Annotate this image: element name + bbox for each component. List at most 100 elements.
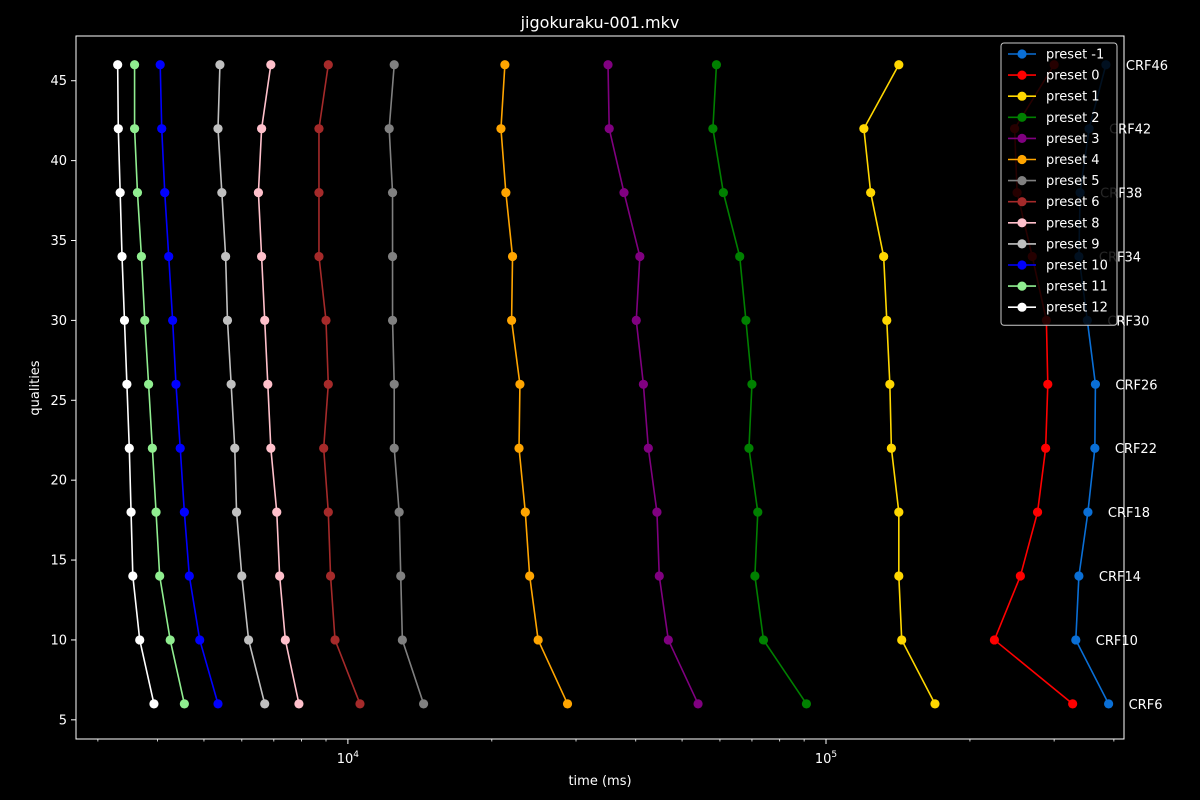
y-tick-label: 45	[50, 74, 67, 89]
data-point	[263, 379, 273, 389]
data-point	[132, 187, 143, 198]
series-layer	[113, 60, 1114, 709]
data-point	[1083, 507, 1093, 517]
data-point	[1074, 571, 1084, 581]
data-point	[147, 443, 157, 453]
data-point	[222, 315, 233, 325]
legend: preset -1 preset 0 preset 1 preset 2 preset …	[1000, 42, 1118, 326]
data-point	[1104, 699, 1114, 709]
y-tick-label: 40	[50, 154, 67, 169]
data-point	[1015, 571, 1025, 581]
data-point	[387, 315, 398, 325]
crf-label: CRF30	[1107, 314, 1149, 329]
data-point	[275, 571, 285, 581]
data-point	[266, 60, 276, 70]
data-point	[638, 379, 648, 389]
data-point	[113, 60, 123, 70]
series-preset-5	[384, 60, 429, 709]
data-point	[122, 379, 132, 389]
data-point	[603, 60, 613, 70]
data-point	[1032, 507, 1043, 517]
data-point	[507, 251, 518, 262]
data-point	[179, 699, 189, 709]
legend-label: preset 1	[1046, 90, 1100, 105]
legend-marker	[1017, 176, 1027, 186]
y-axis-label: qualities	[28, 360, 43, 415]
legend-label: preset 10	[1046, 259, 1108, 274]
data-point	[171, 379, 181, 389]
legend-label: preset 11	[1046, 280, 1108, 295]
data-point	[179, 507, 189, 517]
legend-marker	[1017, 197, 1027, 207]
data-point	[117, 251, 127, 262]
legend-label: preset 2	[1046, 111, 1100, 126]
data-point	[384, 124, 394, 134]
legend-label: preset -1	[1046, 48, 1104, 63]
data-point	[897, 635, 907, 645]
data-point	[735, 251, 745, 262]
data-point	[314, 187, 324, 198]
series-line	[712, 64, 808, 705]
data-point	[501, 187, 511, 198]
series-preset-4	[496, 60, 573, 709]
series-preset-9	[213, 60, 270, 709]
data-point	[859, 124, 869, 134]
data-point	[215, 60, 225, 70]
data-point	[520, 507, 530, 517]
data-point	[330, 635, 340, 645]
series-line	[607, 64, 699, 705]
data-point	[256, 251, 267, 262]
y-tick-label: 5	[59, 713, 67, 728]
data-point	[389, 443, 399, 453]
x-axis-label: time (ms)	[568, 774, 631, 789]
data-point	[140, 315, 150, 325]
data-point	[389, 60, 399, 70]
data-point	[1041, 443, 1051, 453]
data-point	[314, 251, 324, 262]
legend-entry: preset 1	[1008, 90, 1100, 105]
legend-label: preset 12	[1046, 301, 1108, 316]
data-point	[260, 699, 270, 709]
legend-label: preset 5	[1046, 174, 1100, 189]
data-point	[741, 315, 751, 325]
data-point	[654, 571, 664, 581]
series-preset-12	[113, 60, 159, 709]
crf-label: CRF42	[1109, 123, 1151, 138]
data-point	[894, 507, 904, 517]
data-point	[562, 699, 573, 709]
data-point	[753, 507, 763, 517]
axis-ticks: 5 10 15 20 25 30 35 40 45 104 105	[50, 74, 1115, 767]
data-point	[652, 507, 662, 517]
data-point	[396, 571, 406, 581]
data-point	[217, 187, 227, 198]
legend-marker	[1017, 133, 1027, 143]
data-point	[525, 571, 535, 581]
data-point	[635, 251, 645, 262]
legend-entry: preset 12	[1008, 301, 1108, 316]
data-point	[989, 635, 999, 645]
series-preset-8	[253, 60, 304, 709]
data-point	[323, 60, 333, 70]
data-point	[164, 251, 174, 262]
series-preset-2	[708, 60, 812, 709]
data-point	[272, 507, 282, 517]
data-point	[397, 635, 407, 645]
data-point	[321, 315, 331, 325]
data-point	[294, 699, 304, 709]
data-point	[213, 699, 223, 709]
data-point	[280, 635, 290, 645]
data-point	[260, 315, 270, 325]
legend-entry: preset 2	[1008, 111, 1100, 126]
y-tick-label: 25	[50, 394, 67, 409]
legend-label: preset 6	[1046, 195, 1100, 210]
legend-marker	[1017, 239, 1027, 249]
data-point	[135, 635, 145, 645]
crf-label: CRF22	[1115, 442, 1157, 457]
data-point	[237, 571, 247, 581]
legend-entry: preset 10	[1008, 259, 1108, 274]
crf-label: CRF46	[1126, 59, 1168, 74]
data-point	[879, 251, 889, 262]
data-point	[151, 507, 161, 517]
data-point	[619, 187, 629, 198]
